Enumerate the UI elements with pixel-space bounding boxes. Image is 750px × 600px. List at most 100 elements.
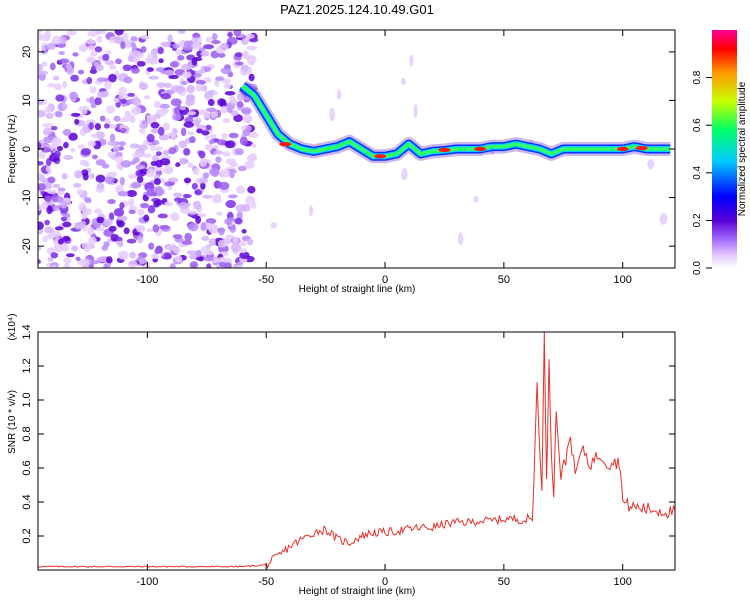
heatmap-noise-cell — [198, 256, 204, 262]
heatmap-noise-cell — [72, 52, 79, 57]
heatmap-noise-cell — [239, 136, 248, 146]
heatmap-noise-cell — [119, 117, 129, 123]
heatmap-noise-cell — [235, 204, 247, 213]
heatmap-noise-cell — [180, 127, 187, 137]
heatmap-noise-cell — [51, 35, 62, 45]
heatmap-noise-cell — [44, 219, 51, 226]
heatmap-noise-cell — [118, 255, 128, 260]
heatmap-noise-cell — [78, 43, 88, 53]
colorbar-tick-label: 0.0 — [692, 261, 703, 275]
heatmap-noise-cell — [52, 183, 61, 189]
heatmap-noise-cell — [224, 218, 233, 225]
heatmap-noise-cell — [146, 228, 153, 233]
heatmap-noise-cell — [57, 187, 66, 192]
heatmap-noise-cell — [107, 199, 116, 205]
heatmap-noise-cell — [139, 258, 147, 265]
heatmap-noise-cell — [131, 106, 142, 116]
colorbar-tick-label: 0.8 — [692, 70, 703, 84]
heatmap-noise-cell — [44, 106, 52, 113]
heatmap-noise-cell — [473, 196, 479, 203]
heatmap-noise-cell — [166, 244, 178, 251]
heatmap-noise-cell — [186, 84, 196, 94]
heatmap-noise-cell — [250, 143, 257, 148]
heatmap-noise-cell — [140, 202, 150, 209]
heatmap-noise-cell — [113, 97, 120, 103]
heatmap-noise-cell — [194, 189, 203, 196]
heatmap-noise-cell — [68, 132, 78, 141]
heatmap-noise-cell — [120, 160, 132, 168]
heatmap-x-tick-label: 0 — [382, 274, 388, 286]
heatmap-noise-cell — [129, 251, 136, 259]
heatmap-noise-cell — [105, 49, 112, 56]
heatmap-noise-cell — [167, 132, 176, 137]
heatmap-noise-cell — [130, 36, 138, 42]
heatmap-x-ticks: -100 -50 0 50 100 — [136, 30, 632, 286]
heatmap-noise-cell — [123, 227, 130, 235]
heatmap-noise-cell — [128, 198, 135, 207]
heatmap-noise-cell — [214, 193, 221, 200]
heatmap-noise-cell — [179, 106, 186, 111]
heatmap-noise-cell — [95, 131, 105, 140]
heatmap-noise-cell — [109, 64, 117, 71]
heatmap-noise-cell — [116, 220, 125, 228]
heatmap-noise-cell — [89, 260, 100, 265]
heatmap-noise-cell — [154, 100, 161, 109]
heatmap-y-tick-label: -20 — [21, 238, 33, 254]
heatmap-noise-cell — [224, 140, 236, 149]
heatmap-noise-cell — [222, 118, 231, 124]
heatmap-noise-cell — [70, 148, 76, 153]
heatmap-noise-cell — [202, 172, 210, 179]
heatmap-noise-cell — [83, 197, 92, 202]
heatmap-noise-cell — [66, 253, 75, 258]
heatmap-noise-cell — [140, 46, 147, 53]
heatmap-noise-cell — [128, 209, 136, 215]
heatmap-noise-cell — [96, 35, 103, 43]
heatmap-noise-cell — [85, 39, 97, 45]
heatmap-noise-cell — [183, 148, 191, 156]
heatmap-noise-cell — [38, 142, 42, 150]
heatmap-noise-cell — [225, 200, 236, 209]
heatmap-noise-cell — [158, 58, 164, 64]
heatmap-noise-cell — [146, 133, 155, 143]
heatmap-noise-cell — [120, 99, 127, 104]
heatmap-noise-cell — [132, 153, 143, 158]
heatmap-noise-cell — [74, 222, 84, 227]
heatmap-noise-cell — [232, 264, 242, 268]
heatmap-noise-cell — [80, 147, 92, 156]
snr-background — [38, 332, 675, 570]
heatmap-noise-cell — [222, 151, 231, 157]
heatmap-noise-cell — [245, 117, 252, 123]
heatmap-noise-cell — [104, 80, 112, 90]
heatmap-noise-cell — [160, 93, 172, 100]
heatmap-noise-cell — [184, 40, 191, 48]
heatmap-noise-cell — [142, 153, 153, 158]
heatmap-noise-cell — [38, 245, 42, 251]
heatmap-noise-cell — [170, 61, 179, 68]
heatmap-x-axis-label: Height of straight line (km) — [299, 284, 416, 295]
heatmap-noise-cell — [90, 65, 96, 74]
heatmap-noise-cell — [131, 50, 142, 57]
heatmap-noise-cell — [308, 205, 314, 217]
heatmap-noise-cell — [58, 58, 70, 64]
heatmap-noise-cell — [46, 83, 56, 88]
heatmap-noise-cell — [199, 158, 208, 167]
colorbar-label: Normalized spectral amplitude — [737, 81, 748, 216]
heatmap-noise-cell — [236, 93, 245, 101]
heatmap-noise-cell — [150, 253, 160, 260]
heatmap-noise-cell — [200, 50, 210, 57]
heatmap-noise-cell — [80, 258, 92, 266]
heatmap-noise-cell — [170, 98, 182, 107]
heatmap-y-tick-label: 10 — [21, 94, 33, 106]
heatmap-noise-cell — [198, 177, 209, 184]
heatmap-noise-cell — [96, 77, 108, 82]
heatmap-noise-cell — [157, 46, 164, 55]
heatmap-noise-cell — [99, 115, 106, 122]
heatmap-noise-cell — [163, 252, 172, 260]
heatmap-x-tick-label: -50 — [258, 274, 274, 286]
heatmap-noise-cell — [88, 122, 94, 130]
heatmap-noise-cell — [154, 146, 163, 151]
heatmap-noise-cell — [205, 124, 212, 131]
heatmap-noise-cell — [63, 257, 72, 264]
heatmap-x-tick-label: 100 — [614, 274, 632, 286]
snr-y-tick-label: 1.4 — [21, 324, 33, 339]
